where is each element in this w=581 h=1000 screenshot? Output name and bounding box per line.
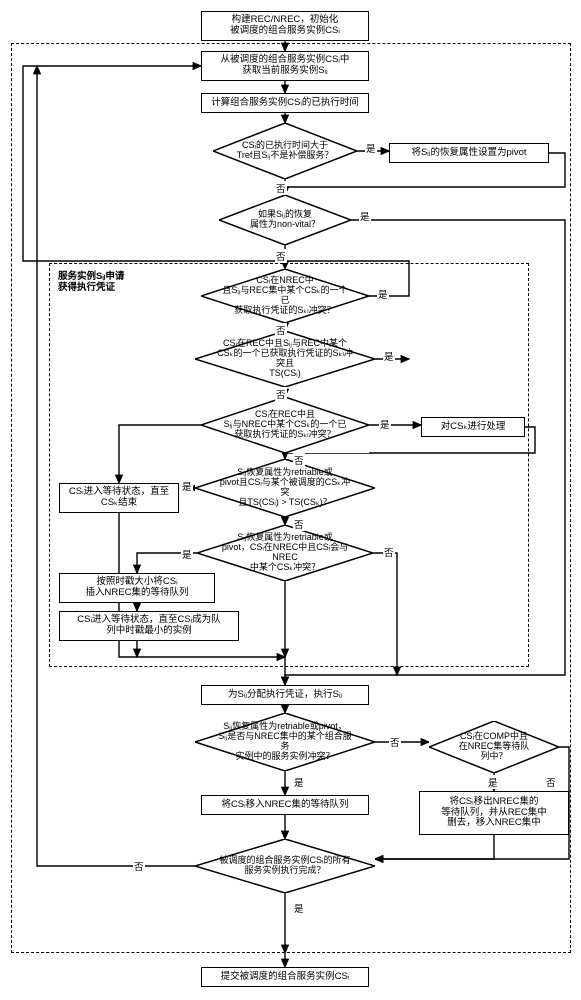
label-l19: 是 [293,901,305,915]
label-l7: 是 [383,349,395,363]
node-n12: 提交被调度的组合服务实例CSᵢ [201,967,369,987]
label-l2: 否 [275,181,287,195]
label-l12: 否 [293,517,305,531]
node-d6: Sᵢⱼ恢复属性为retriable或pivot且CSᵢ与某个被调度的CSₖ冲突且… [195,459,375,517]
label-l8: 否 [275,387,287,401]
node-d3: CSᵢ在NREC中且Sᵢⱼ与REC集中某个CSₖ的一个已获取执行凭证的Sₖₗ冲突… [201,269,369,323]
node-n2: 从被调度的组合服务实例CSᵢ中获取当前服务实例Sᵢⱼ [201,51,369,81]
label-l17: 是 [487,775,499,789]
node-n5: 对CSₖ进行处理 [421,417,525,437]
inner-dash-title: 服务实例Sᵢⱼ申请获得执行凭证 [57,271,125,294]
label-l14: 否 [383,545,395,559]
label-l1: 是 [365,141,377,155]
node-n8: CSᵢ进入等待状态，直至CSᵢ成为队列中时戳最小的实例 [59,611,239,641]
node-d10: 被调度的组合服务实例CSᵢ的所有服务实例执行完成？ [195,839,375,893]
node-d7: Sᵢⱼ恢复属性为retriable或pivot，CSᵢ在NREC中且CSᵢ会与N… [197,525,373,581]
node-n9: 为Sᵢⱼ分配执行凭证，执行Sᵢⱼ [201,685,369,705]
label-l4: 否 [275,249,287,263]
flowchart-canvas: 服务实例Sᵢⱼ申请获得执行凭证 构建REC/NREC，初始化被调度的组合服务实例… [8,8,573,992]
label-l6: 否 [275,323,287,337]
node-n6: CSᵢ进入等待状态，直至CSₖ结束 [59,483,179,513]
node-n1: 构建REC/NREC，初始化被调度的组合服务实例CSᵢ [201,11,369,41]
label-l18: 否 [545,775,557,789]
node-d1: CSᵢ的已执行时间大于Tref且Sᵢⱼ不是补偿服务？ [213,123,357,179]
node-d4: CSᵢ在REC中且Sᵢⱼ与REC中某个CSₖ的一个已获取执行凭证的Sₖₗ冲突且T… [195,331,375,387]
node-n7: 按照时戳大小将CSᵢ插入NREC集的等待队列 [59,573,215,603]
label-l5: 是 [377,287,389,301]
label-l10: 否 [293,453,305,467]
label-l20: 否 [133,859,145,873]
node-n4: 将Sᵢⱼ的恢复属性设置为pivot [389,143,549,163]
node-n11: 将CSᵢ移出NREC集的等待队列，并从REC集中删去，移入NREC集中 [419,791,569,835]
node-d2: 如果Sᵢⱼ的恢复属性为non-vital？ [219,195,351,245]
label-l3: 是 [359,209,371,223]
label-l9: 是 [379,417,391,431]
label-l13: 是 [181,547,193,561]
node-n10: 将CSᵢ移入NREC集的等待队列 [201,795,369,815]
node-d8: Sᵢⱼ恢复属性为retriable或pivot，Sᵢⱼ是否与NREC集中的某个组… [195,713,375,771]
node-d5: CSᵢ在REC中且Sᵢⱼ与NREC中某个CSₖ的一个已获取执行凭证的Sₖₗ冲突？ [201,397,369,453]
node-n3: 计算组合服务实例CSᵢ的已执行时间 [201,93,369,113]
label-l15: 是 [293,775,305,789]
node-d9: CSᵢ在COMP中且在NREC集等待队列中？ [429,721,559,773]
label-l16: 否 [389,735,401,749]
label-l11: 是 [181,479,193,493]
